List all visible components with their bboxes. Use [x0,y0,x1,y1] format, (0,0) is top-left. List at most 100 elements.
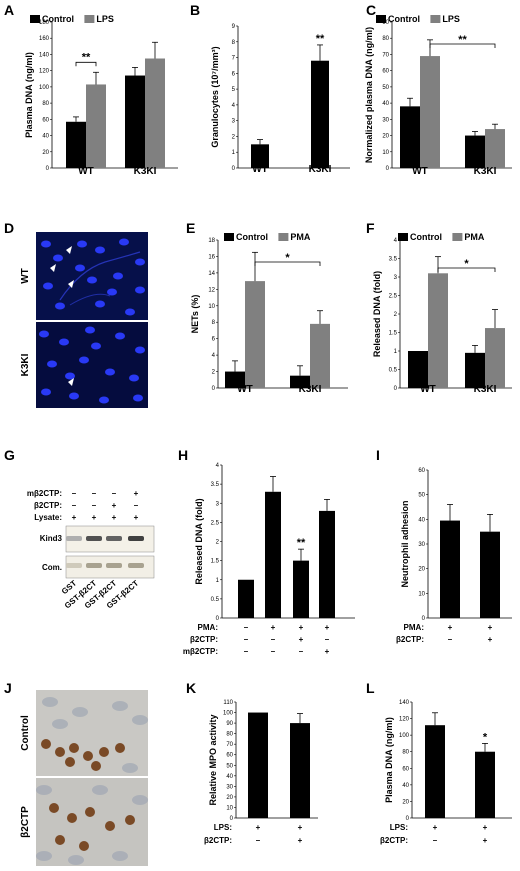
chart-l: 0 20 40 60 80 100 120 140 Plasma DNA (ng/ml) * LPS… [380,700,512,845]
blot-band [128,563,144,568]
y-tick-label: 5 [232,87,236,93]
legend-swatch [430,15,441,23]
panel-label-c: C [366,2,376,18]
y-tick-label: 110 [223,700,233,706]
y-tick-label: 2 [232,134,236,140]
chart-a: 0 20 40 60 80 100 120 140 160 180 Plasma DNA (ng/m… [24,14,178,177]
y-tick-label: 2 [212,370,216,376]
y-tick-label: 0 [46,166,50,172]
significance-marker: ** [297,537,306,549]
y-tick-label: 3 [394,275,398,281]
condition-sign: + [298,836,303,845]
micrograph-label-wt: WT [20,268,31,284]
blot-kind3-label: Kind3 [40,534,63,543]
bar [293,560,309,618]
bar [290,375,310,388]
micrograph-label-b2ctp: β2CTP [20,806,31,838]
condition-sign: – [299,647,304,656]
y-tick-label: 120 [39,69,50,75]
y-tick-label: 60 [402,766,409,772]
significance-bracket [254,261,321,266]
significance-marker: ** [82,51,91,63]
y-tick-label: 0 [422,616,426,622]
cell [72,707,88,717]
condition-sign: + [325,623,330,632]
bar [290,723,310,818]
stained-cell [55,747,65,757]
micrograph-label-control: Control [20,715,31,751]
legend-swatch [278,233,289,241]
legend-label: Control [388,14,420,24]
y-tick-label: 20 [42,150,49,156]
blot-sign: – [72,489,77,498]
bar [66,121,86,168]
bar [245,281,265,388]
stained-cell [41,739,51,749]
stained-cell [99,747,109,757]
bar [465,352,485,388]
y-tick-label: 80 [402,750,409,756]
condition-sign: + [299,635,304,644]
blot-sign: – [92,489,97,498]
condition-label: β2CTP: [380,836,408,845]
condition-label: β2CTP: [190,635,218,644]
nucleus [129,374,139,382]
legend-label: PMA [290,232,311,242]
y-tick-label: 8 [212,320,216,326]
category-label: K3KI [299,384,322,395]
condition-sign: – [256,836,261,845]
bar [425,725,445,818]
y-axis-label: NETs (%) [190,295,200,334]
y-axis-label: Normalized plasma DNA (ng/ml) [364,27,374,163]
y-tick-label: 60 [382,69,389,75]
y-tick-label: 40 [418,517,425,523]
y-tick-label: 40 [382,101,389,107]
stained-cell [83,751,93,761]
panel-label-h: H [178,447,188,463]
legend-swatch [84,15,95,23]
cell [36,851,52,861]
y-tick-label: 0 [232,166,236,172]
y-tick-label: 70 [382,52,389,58]
y-tick-label: 6 [232,71,236,77]
y-tick-label: 30 [418,542,425,548]
nucleus [75,264,85,272]
y-tick-label: 4 [212,353,216,359]
y-tick-label: 18 [208,238,215,244]
significance-marker: * [464,258,469,270]
y-axis-label: Plasma DNA (ng/ml) [24,52,34,138]
legend-label: LPS [442,14,460,24]
nucleus [43,282,53,290]
bar [248,712,268,818]
y-axis-label: Relative MPO activity [208,714,218,805]
y-tick-label: 100 [399,733,410,739]
condition-sign: + [299,623,304,632]
condition-sign: + [433,823,438,832]
category-label: WT [412,166,428,177]
panel-label-j: J [4,680,12,696]
blot-row-label: mβ2CTP: [27,489,62,498]
stained-cell [91,761,101,771]
chart-k: 0 10 20 30 40 50 60 70 80 90 100 110 Relative MPO ac… [204,700,318,845]
stained-cell [65,757,75,767]
condition-sign: + [483,823,488,832]
y-tick-label: 50 [418,493,425,499]
y-tick-label: 3.5 [211,482,220,488]
cell [68,855,84,865]
bar [485,328,505,388]
y-tick-label: 2 [216,540,220,546]
y-tick-label: 90 [226,721,233,727]
condition-label: β2CTP: [204,836,232,845]
y-tick-label: 3.5 [389,257,398,263]
nucleus [135,286,145,294]
micrograph-wt [36,232,148,320]
bar [465,135,485,168]
nucleus [39,330,49,338]
condition-sign: + [298,823,303,832]
bar [485,129,505,168]
category-label: WT [252,164,268,175]
y-tick-label: 3 [216,501,220,507]
y-axis-label: Released DNA (fold) [194,498,204,584]
y-tick-label: 60 [418,468,425,474]
nucleus [55,302,65,310]
